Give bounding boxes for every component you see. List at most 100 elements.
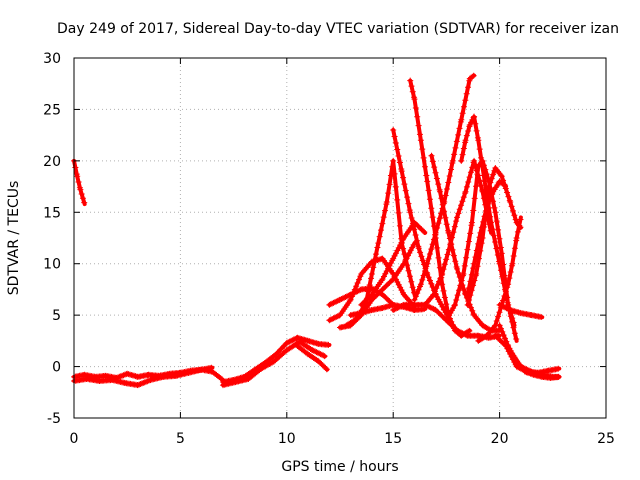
data-point-marker [448,318,455,325]
data-point-marker [326,301,333,308]
data-point-marker [507,199,514,205]
data-point-marker [481,178,488,185]
data-point-marker [555,365,562,372]
data-point-marker [318,351,325,358]
data-point-marker [394,279,401,286]
data-point-marker [439,281,446,288]
data-point-marker [421,163,428,170]
data-point-marker [510,319,517,326]
data-point-marker [338,296,345,303]
data-point-marker [354,279,361,286]
data-point-marker [424,178,431,185]
data-point-marker [496,235,503,242]
data-point-marker [504,345,511,352]
data-point-marker [383,199,390,205]
data-point-marker [400,174,407,181]
data-point-marker [405,267,412,274]
data-point-marker [447,166,454,173]
data-point-marker [437,188,444,195]
data-point-marker [469,164,476,171]
data-point-marker [509,315,516,322]
data-point-marker [339,295,346,302]
data-point-marker [437,275,444,282]
data-point-marker [414,113,421,120]
data-point-marker [459,151,466,158]
data-point-marker [287,337,294,344]
data-point-marker [400,245,407,252]
data-point-marker [322,364,329,371]
data-point-marker [458,277,465,284]
data-point-marker [439,271,446,277]
data-point-marker [274,349,281,356]
data-point-marker [497,325,504,332]
data-point-marker [329,300,336,307]
data-point-marker [502,343,509,349]
data-point-marker [466,296,473,303]
data-point-marker [435,309,442,316]
y-tick-label: 10 [43,257,61,273]
data-point-marker [370,264,377,271]
data-point-marker [77,186,84,193]
data-point-marker [355,276,362,283]
data-point-marker [414,290,421,297]
data-point-marker [470,207,477,214]
data-point-marker [408,214,415,221]
data-point-marker [409,220,416,227]
data-point-marker [497,302,504,309]
data-point-marker [488,219,495,226]
data-point-marker [289,337,296,344]
data-point-marker [514,228,521,235]
data-point-marker [425,274,432,281]
data-point-marker [312,348,319,355]
x-tick-label: 5 [176,431,185,447]
y-tick-label: -5 [47,411,61,427]
data-point-marker [337,296,343,303]
data-point-marker [465,128,472,135]
data-point-marker [538,314,545,321]
data-point-marker [417,281,424,288]
data-point-marker [404,262,411,269]
data-point-marker [460,286,467,293]
data-point-marker [406,249,413,256]
data-point-marker [436,311,443,318]
data-point-marker [391,170,398,177]
data-point-marker [434,281,441,288]
plot-frame [73,57,607,419]
data-point-marker [494,252,501,259]
data-point-marker [432,307,439,313]
data-point-marker [280,343,287,350]
data-point-marker [446,173,453,180]
data-point-marker [382,207,389,214]
data-point-marker [473,127,480,134]
series-arc-2 [326,255,417,324]
data-point-marker [321,353,328,360]
data-point-marker [428,152,435,159]
data-point-marker [516,222,523,229]
data-point-marker [480,172,487,179]
data-point-marker [449,157,456,164]
data-point-marker [489,226,496,233]
data-point-marker [390,157,397,164]
data-point-marker [323,366,330,373]
data-point-marker [380,292,387,299]
data-point-marker [471,195,478,202]
data-point-marker [499,273,506,280]
data-point-marker [395,209,402,216]
data-point-marker [278,345,285,352]
data-point-marker [510,253,517,259]
data-point-marker [333,313,340,320]
data-point-marker [379,220,386,227]
data-point-marker [365,288,372,295]
data-point-marker [495,226,502,233]
data-point-marker [117,373,124,380]
data-point-marker [374,291,381,298]
data-point-marker [471,260,478,267]
data-point-marker [386,279,393,286]
data-point-marker [495,313,502,320]
data-marks [71,72,562,389]
data-point-marker [315,358,322,365]
data-point-marker [484,196,491,203]
data-point-marker [398,168,405,175]
data-point-marker [458,202,465,209]
data-point-marker [389,269,396,276]
